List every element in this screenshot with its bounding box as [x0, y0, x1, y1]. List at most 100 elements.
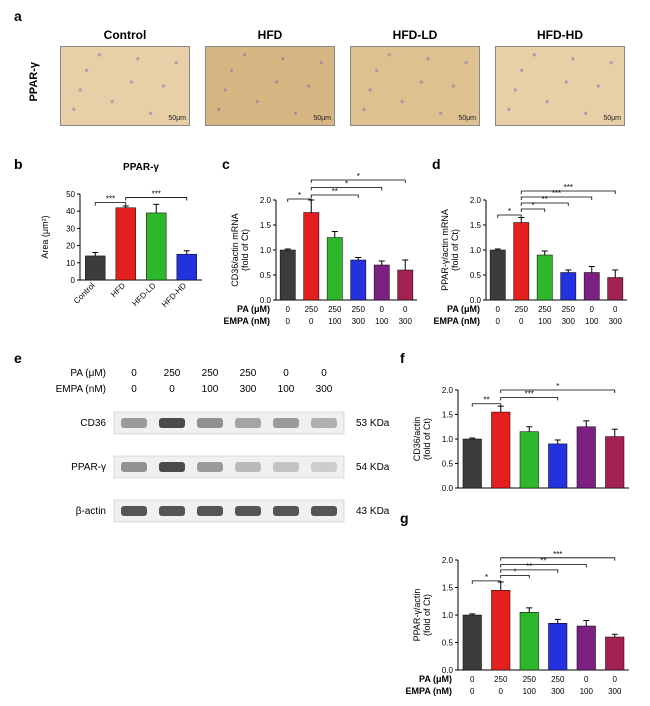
- scalebar: 50μm: [458, 115, 476, 122]
- svg-text:2.0: 2.0: [442, 556, 454, 565]
- svg-text:0: 0: [519, 317, 524, 326]
- scalebar: 50μm: [603, 115, 621, 122]
- svg-text:100: 100: [585, 317, 599, 326]
- panel-label-a: a: [14, 8, 22, 24]
- svg-text:(fold of Ct): (fold of Ct): [422, 594, 432, 636]
- svg-text:*: *: [345, 180, 348, 189]
- svg-text:1.0: 1.0: [442, 435, 454, 444]
- svg-text:0: 0: [499, 687, 504, 696]
- svg-text:53 KDa: 53 KDa: [356, 418, 390, 429]
- svg-text:300: 300: [352, 317, 366, 326]
- svg-text:0: 0: [131, 368, 137, 379]
- svg-text:CD36/actin: CD36/actin: [412, 417, 422, 462]
- svg-text:300: 300: [609, 317, 623, 326]
- svg-text:PA (μM): PA (μM): [419, 674, 452, 684]
- svg-text:0: 0: [286, 317, 291, 326]
- svg-text:300: 300: [240, 384, 257, 395]
- svg-text:40: 40: [66, 207, 75, 216]
- svg-text:EMPA (nM): EMPA (nM): [406, 686, 453, 696]
- svg-text:0: 0: [613, 675, 618, 684]
- svg-text:0: 0: [584, 675, 589, 684]
- svg-text:0.5: 0.5: [442, 460, 454, 469]
- svg-text:100: 100: [580, 687, 594, 696]
- svg-text:100: 100: [278, 384, 295, 395]
- svg-text:250: 250: [202, 368, 219, 379]
- svg-text:100: 100: [328, 317, 342, 326]
- svg-text:(fold of Ct): (fold of Ct): [422, 418, 432, 460]
- svg-text:0.5: 0.5: [442, 639, 454, 648]
- svg-text:PA (μM): PA (μM): [447, 304, 480, 314]
- panel-label-f: f: [400, 350, 405, 366]
- panel-label-e: e: [14, 350, 22, 366]
- scalebar: 50μm: [168, 115, 186, 122]
- svg-text:***: ***: [553, 550, 562, 559]
- svg-text:0: 0: [403, 305, 408, 314]
- svg-text:EMPA (nM): EMPA (nM): [224, 316, 271, 326]
- panel-label-b: b: [14, 156, 23, 172]
- svg-text:1.5: 1.5: [470, 221, 482, 230]
- svg-text:250: 250: [164, 368, 181, 379]
- svg-text:0: 0: [131, 384, 137, 395]
- svg-text:Area (μm²): Area (μm²): [40, 215, 50, 258]
- svg-text:54 KDa: 54 KDa: [356, 462, 390, 473]
- svg-text:100: 100: [375, 317, 389, 326]
- svg-text:0: 0: [590, 305, 595, 314]
- svg-text:0: 0: [169, 384, 175, 395]
- svg-text:50: 50: [66, 190, 75, 199]
- svg-text:100: 100: [202, 384, 219, 395]
- svg-text:HFD-LD: HFD-LD: [131, 281, 158, 308]
- histology-hfdhd: 50μm: [495, 46, 625, 126]
- svg-text:2.0: 2.0: [470, 196, 482, 205]
- svg-text:***: ***: [552, 189, 561, 198]
- histology-control: 50μm: [60, 46, 190, 126]
- svg-text:0: 0: [613, 305, 618, 314]
- svg-text:***: ***: [525, 389, 534, 398]
- svg-text:300: 300: [562, 317, 576, 326]
- svg-text:250: 250: [305, 305, 319, 314]
- svg-text:0: 0: [283, 368, 289, 379]
- svg-text:300: 300: [608, 687, 622, 696]
- svg-text:250: 250: [515, 305, 529, 314]
- svg-text:0.0: 0.0: [442, 484, 454, 493]
- svg-text:**: **: [483, 396, 489, 405]
- svg-text:300: 300: [399, 317, 413, 326]
- svg-text:0: 0: [470, 675, 475, 684]
- svg-text:10: 10: [66, 259, 75, 268]
- col-hfdld: HFD-LD: [350, 28, 480, 42]
- svg-text:0.5: 0.5: [260, 271, 272, 280]
- svg-text:1.5: 1.5: [442, 411, 454, 420]
- svg-text:100: 100: [538, 317, 552, 326]
- svg-text:2.0: 2.0: [442, 386, 454, 395]
- svg-text:PA (μM): PA (μM): [237, 304, 270, 314]
- scalebar: 50μm: [313, 115, 331, 122]
- svg-text:Control: Control: [72, 281, 97, 306]
- svg-text:250: 250: [494, 675, 508, 684]
- svg-text:0: 0: [71, 276, 76, 285]
- col-control: Control: [60, 28, 190, 42]
- svg-text:100: 100: [523, 687, 537, 696]
- svg-text:0: 0: [470, 687, 475, 696]
- col-hfd: HFD: [205, 28, 335, 42]
- col-hfdhd: HFD-HD: [495, 28, 625, 42]
- svg-text:250: 250: [523, 675, 537, 684]
- svg-text:***: ***: [152, 189, 161, 198]
- svg-text:HFD-HD: HFD-HD: [160, 281, 188, 309]
- svg-text:*: *: [513, 567, 516, 576]
- svg-text:250: 250: [538, 305, 552, 314]
- svg-text:CD36/actin mRNA: CD36/actin mRNA: [230, 213, 240, 287]
- svg-text:**: **: [526, 562, 532, 571]
- svg-text:0: 0: [286, 305, 291, 314]
- chart-d: 0.00.51.01.52.0PPAR-γ/actin mRNA(fold of…: [438, 160, 633, 330]
- chart-g: 0.00.51.01.52.0PPAR-γ/actin(fold of Ct)*…: [410, 520, 635, 700]
- svg-text:**: **: [542, 195, 548, 204]
- svg-text:(fold of Ct): (fold of Ct): [450, 229, 460, 271]
- svg-text:250: 250: [240, 368, 257, 379]
- svg-text:*: *: [531, 201, 534, 210]
- svg-text:1.0: 1.0: [470, 246, 482, 255]
- histology-hfdld: 50μm: [350, 46, 480, 126]
- svg-text:0: 0: [321, 368, 327, 379]
- svg-text:HFD: HFD: [109, 281, 127, 299]
- svg-text:250: 250: [562, 305, 576, 314]
- svg-text:β-actin: β-actin: [76, 506, 106, 517]
- svg-text:*: *: [298, 191, 301, 200]
